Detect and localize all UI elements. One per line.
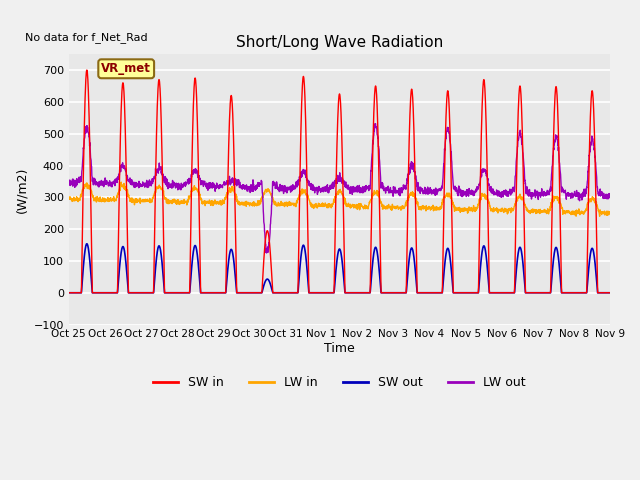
X-axis label: Time: Time <box>324 342 355 355</box>
Title: Short/Long Wave Radiation: Short/Long Wave Radiation <box>236 35 443 50</box>
Text: VR_met: VR_met <box>101 62 151 75</box>
Legend: SW in, LW in, SW out, LW out: SW in, LW in, SW out, LW out <box>148 371 530 394</box>
Text: No data for f_Net_Rad: No data for f_Net_Rad <box>26 33 148 44</box>
Y-axis label: (W/m2): (W/m2) <box>15 166 28 213</box>
